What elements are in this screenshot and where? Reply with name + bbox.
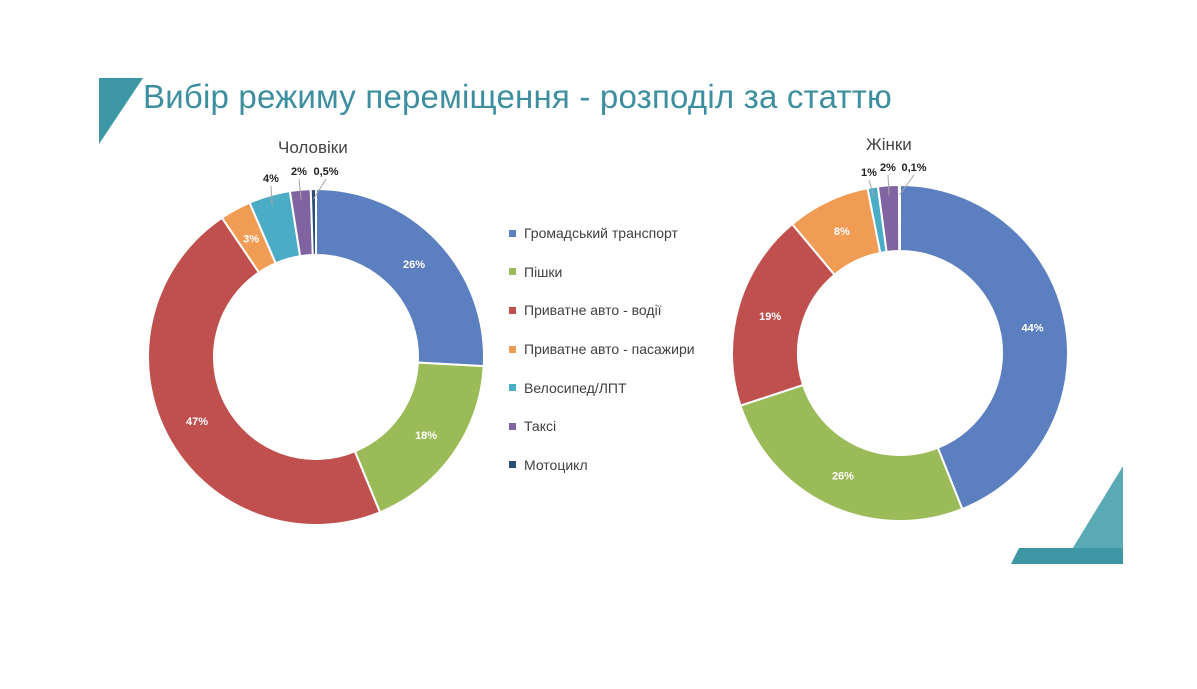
legend-label: Приватне авто - водії — [524, 302, 662, 319]
legend-swatch — [509, 229, 516, 237]
slice-data-label: 1% — [861, 167, 877, 179]
leader-line — [899, 174, 915, 196]
donut-slice — [739, 383, 964, 522]
bottom-right-accent-shape — [1063, 466, 1123, 564]
legend-item: Приватне авто - пасажири — [509, 330, 695, 369]
slice-data-label: 2% — [880, 162, 896, 174]
legend-swatch — [509, 422, 516, 430]
donut-slice — [309, 187, 317, 257]
donut-slice — [315, 187, 485, 368]
legend-label: Приватне авто - пасажири — [524, 341, 695, 358]
leader-line — [298, 178, 302, 200]
slide-title: Вибір режиму переміщення - розподіл за с… — [143, 78, 892, 115]
slice-data-label: 18% — [415, 430, 437, 442]
slice-data-label: 26% — [832, 470, 854, 482]
chart-legend: Громадський транспорт Пішки Приватне авт… — [509, 214, 695, 484]
legend-label: Громадський транспорт — [524, 225, 678, 242]
slice-data-label: 0,5% — [313, 166, 338, 178]
slice-data-label: 2% — [291, 166, 307, 178]
leader-line — [887, 174, 890, 196]
legend-label: Таксі — [524, 418, 557, 435]
slice-data-label: 26% — [403, 259, 425, 271]
slide-decorations — [99, 78, 1123, 564]
legend-swatch — [509, 345, 516, 353]
leader-line — [313, 178, 327, 200]
donut-slice — [897, 183, 901, 253]
slice-data-label: 44% — [1022, 323, 1044, 335]
bottom-right-accent-shape-2 — [1011, 548, 1123, 564]
slice-data-label: 19% — [759, 311, 781, 323]
legend-item: Приватне авто - водії — [509, 291, 695, 330]
legend-item: Велосипед/ЛПТ — [509, 368, 695, 407]
donut-charts: 26%18%47%3%4%2% 0,5%44%26%19%8%1% 2% 0,1% — [147, 162, 1069, 526]
legend-label: Мотоцикл — [524, 456, 588, 473]
chart-title-women: Жінки — [866, 135, 912, 154]
legend-swatch — [509, 384, 516, 392]
top-left-accent-triangle — [99, 78, 143, 144]
legend-swatch — [509, 461, 516, 469]
legend-swatch — [509, 268, 516, 276]
slice-data-label: 3% — [243, 234, 259, 246]
leader-line — [270, 185, 273, 206]
slice-data-label: 4% — [263, 173, 279, 185]
slice-data-label: 0,1% — [901, 162, 926, 174]
leader-line — [868, 179, 875, 198]
donut-slice — [899, 183, 1069, 511]
legend-item: Громадський транспорт — [509, 214, 695, 253]
legend-swatch — [509, 306, 516, 314]
legend-item: Мотоцикл — [509, 446, 695, 485]
slice-data-label: 8% — [834, 226, 850, 238]
chart-title-men: Чоловіки — [278, 138, 348, 157]
legend-label: Велосипед/ЛПТ — [524, 379, 627, 396]
slice-data-label: 47% — [186, 416, 208, 428]
legend-item: Пішки — [509, 253, 695, 292]
legend-label: Пішки — [524, 263, 563, 280]
legend-item: Таксі — [509, 407, 695, 446]
slide: Вибір режиму переміщення - розподіл за с… — [99, 78, 1123, 564]
donut-slice — [147, 216, 382, 526]
